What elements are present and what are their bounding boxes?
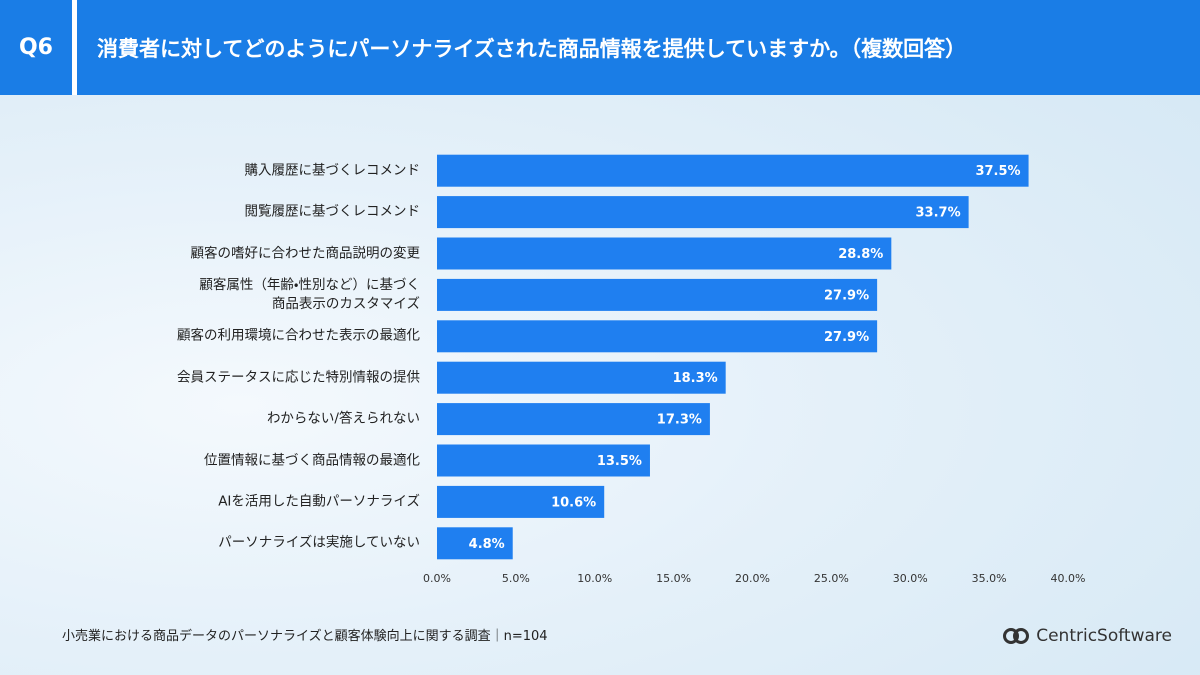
source-note: 小売業における商品データのパーソナライズと顧客体験向上に関する調査｜n=104 — [62, 629, 548, 644]
category-label: 顧客属性（年齢・性別など）に基づく 商品表示のカスタマイズ — [199, 276, 420, 312]
value-label: 28.8% — [838, 247, 883, 262]
value-label: 37.5% — [975, 164, 1020, 179]
x-tick-label: 10.0% — [577, 572, 612, 585]
bar — [437, 154, 1029, 187]
logo-text: CentricSoftware — [1036, 626, 1172, 646]
chart-title: 消費者に対してどのようにパーソナライズされた商品情報を提供していますか。（複数回… — [97, 36, 967, 61]
bar — [437, 196, 969, 229]
bar — [437, 237, 892, 270]
bar — [437, 527, 513, 560]
category-label: 会員ステータスに応じた特別情報の提供 — [177, 369, 420, 386]
bar — [437, 485, 605, 518]
category-label: 閲覧履歴に基づくレコメンド — [244, 203, 421, 220]
category-label: パーソナライズは実施していない — [218, 534, 420, 551]
question-number: Q6 — [18, 35, 53, 60]
category-label: AIを活用した自動パーソナライズ — [218, 493, 420, 510]
header-separator — [72, 0, 77, 95]
x-tick-label: 15.0% — [656, 572, 691, 585]
x-tick-label: 35.0% — [972, 572, 1007, 585]
logo-icon — [1003, 628, 1030, 644]
bar — [437, 361, 726, 394]
value-label: 4.8% — [469, 537, 505, 552]
x-tick-label: 30.0% — [893, 572, 928, 585]
category-label: 顧客の利用環境に合わせた表示の最適化 — [177, 327, 420, 344]
x-tick-label: 5.0% — [502, 572, 530, 585]
header-bar — [0, 0, 1200, 95]
value-label: 27.9% — [824, 330, 869, 345]
bar — [437, 278, 878, 311]
category-label: わからない/答えられない — [266, 410, 420, 427]
category-label: 位置情報に基づく商品情報の最適化 — [204, 452, 420, 468]
category-label: 顧客の嗜好に合わせた商品説明の変更 — [190, 245, 421, 261]
x-tick-label: 40.0% — [1051, 572, 1086, 585]
bar — [437, 320, 878, 353]
x-tick-label: 0.0% — [423, 572, 451, 585]
category-label: 購入履歴に基づくレコメンド — [244, 162, 421, 179]
logo: CentricSoftware — [1002, 626, 1172, 646]
value-label: 13.5% — [597, 454, 642, 469]
x-tick-label: 25.0% — [814, 572, 849, 585]
value-label: 27.9% — [824, 288, 869, 303]
value-label: 18.3% — [673, 371, 718, 386]
bar — [437, 444, 650, 477]
value-label: 10.6% — [551, 495, 596, 510]
bar — [437, 403, 710, 436]
value-label: 17.3% — [657, 413, 702, 428]
value-label: 33.7% — [916, 206, 961, 221]
x-tick-label: 20.0% — [735, 572, 770, 585]
